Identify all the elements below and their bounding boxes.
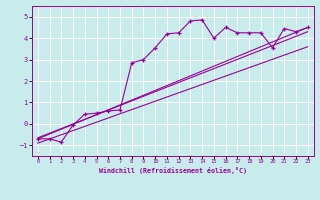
X-axis label: Windchill (Refroidissement éolien,°C): Windchill (Refroidissement éolien,°C) [99, 167, 247, 174]
